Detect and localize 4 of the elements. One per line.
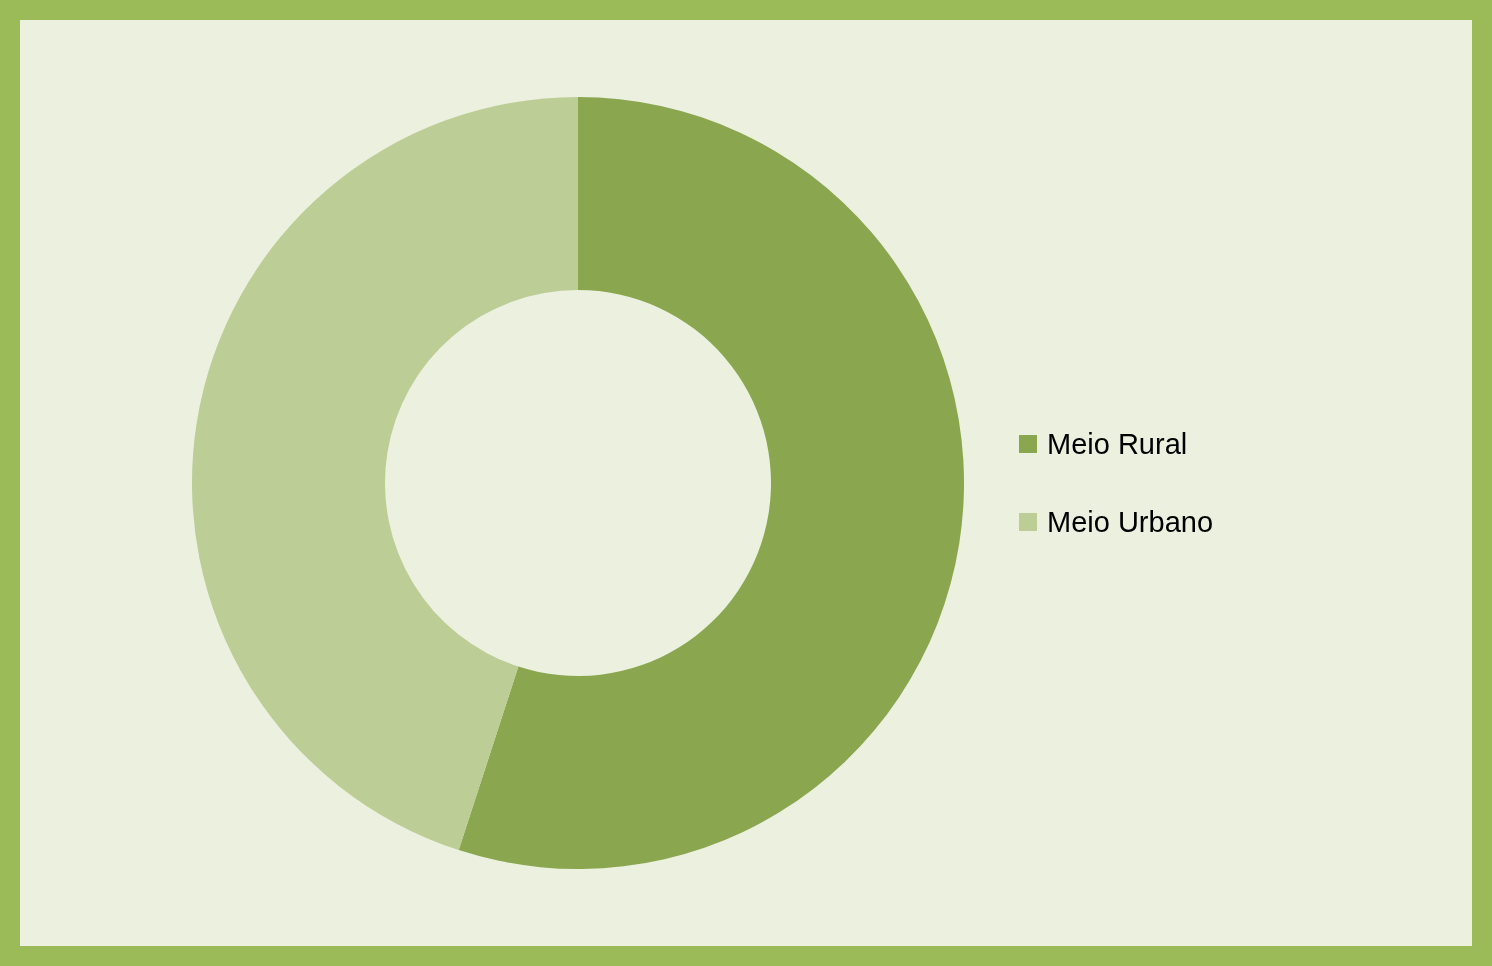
legend-label: Meio Urbano — [1047, 506, 1214, 538]
legend-label: Meio Rural — [1047, 428, 1188, 460]
donut-slice — [458, 97, 964, 869]
donut-slice — [192, 97, 578, 851]
